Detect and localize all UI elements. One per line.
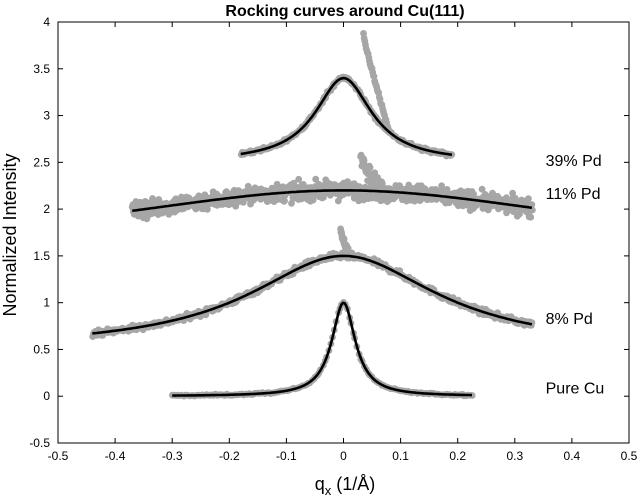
data-point	[281, 197, 288, 205]
x-axis-label-unit: (1/Å)	[331, 474, 375, 494]
data-point	[379, 196, 387, 204]
data-point	[312, 175, 320, 183]
y-tick-label: -0.5	[29, 436, 50, 450]
series-11-pd: 11% Pd	[128, 151, 601, 223]
x-tick-label: -0.2	[219, 449, 240, 463]
x-tick-label: 0.1	[392, 449, 409, 463]
x-axis-label: qx (1/Å)	[315, 474, 376, 498]
fit-line-11-pd	[132, 189, 533, 213]
y-tick-label: 1.5	[33, 249, 50, 263]
series-pure-cu: Pure Cu	[169, 299, 604, 400]
y-tick-label: 2.5	[33, 155, 50, 169]
y-tick-label: 3	[43, 109, 50, 123]
y-tick-label: 1	[43, 296, 50, 310]
x-tick-label: -0.3	[162, 449, 183, 463]
y-tick-label: 3.5	[33, 62, 50, 76]
x-axis-label-subscript: x	[325, 483, 332, 498]
x-tick-label: -0.4	[105, 449, 126, 463]
y-tick-label: 4	[43, 15, 50, 29]
data-point	[378, 180, 386, 188]
y-tick-label: 0.5	[33, 342, 50, 356]
data-point	[443, 186, 451, 193]
chart-title: Rocking curves around Cu(111)	[225, 3, 464, 20]
x-tick-label: -0.5	[48, 449, 69, 463]
y-tick-label: 2	[43, 202, 50, 216]
fit-line-8-pd	[92, 254, 533, 335]
data-point	[478, 185, 486, 193]
data-point	[516, 210, 523, 218]
data-point	[366, 164, 374, 172]
series-8-pd: 8% Pd	[89, 225, 593, 340]
series-label-11-pd: 11% Pd	[546, 186, 601, 203]
y-axis-label: Normalized Intensity	[0, 153, 20, 316]
series-label-pure-cu: Pure Cu	[546, 380, 605, 397]
data-point	[192, 205, 200, 213]
x-tick-label: 0	[340, 449, 347, 463]
series-label-8-pd: 8% Pd	[546, 311, 593, 328]
data-point	[288, 199, 295, 207]
x-axis-label-q: q	[315, 474, 325, 494]
data-point	[204, 205, 211, 213]
x-tick-label: 0.2	[449, 449, 466, 463]
x-tick-label: 0.5	[621, 449, 638, 463]
data-point	[511, 195, 519, 202]
fit-line-39-pd	[240, 76, 453, 156]
plot-area: Pure Cu 8% Pd 11% Pd 39% Pd	[89, 30, 604, 400]
x-tick-label: 0.3	[506, 449, 523, 463]
data-point	[527, 213, 535, 221]
series-39-pd: 39% Pd	[237, 30, 602, 170]
fit-line-pure-cu	[172, 301, 472, 397]
axes: -0.5 -0.4 -0.3 -0.2 -0.1 0 0.1 0.2 0.3 0.4 0.5 -0.5…	[29, 15, 637, 463]
data-point	[470, 190, 477, 198]
data-point	[295, 175, 303, 183]
x-tick-label: 0.4	[564, 449, 581, 463]
y-tick-label: 0	[43, 389, 50, 403]
data-point	[525, 195, 532, 203]
series-label-39-pd: 39% Pd	[546, 153, 602, 170]
x-tick-label: -0.1	[276, 449, 297, 463]
